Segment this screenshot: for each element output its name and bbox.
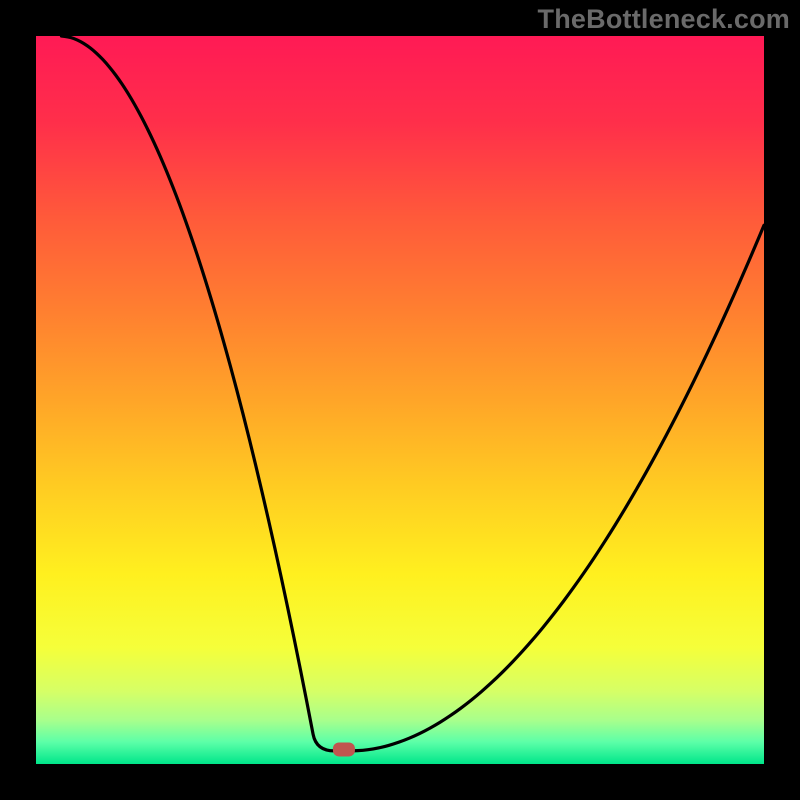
stage: TheBottleneck.com: [0, 0, 800, 800]
optimal-point-marker: [333, 742, 355, 756]
chart-svg: [36, 36, 764, 764]
chart-background: [36, 36, 764, 764]
chart-plot-area: [36, 36, 764, 764]
watermark-label: TheBottleneck.com: [538, 4, 790, 35]
